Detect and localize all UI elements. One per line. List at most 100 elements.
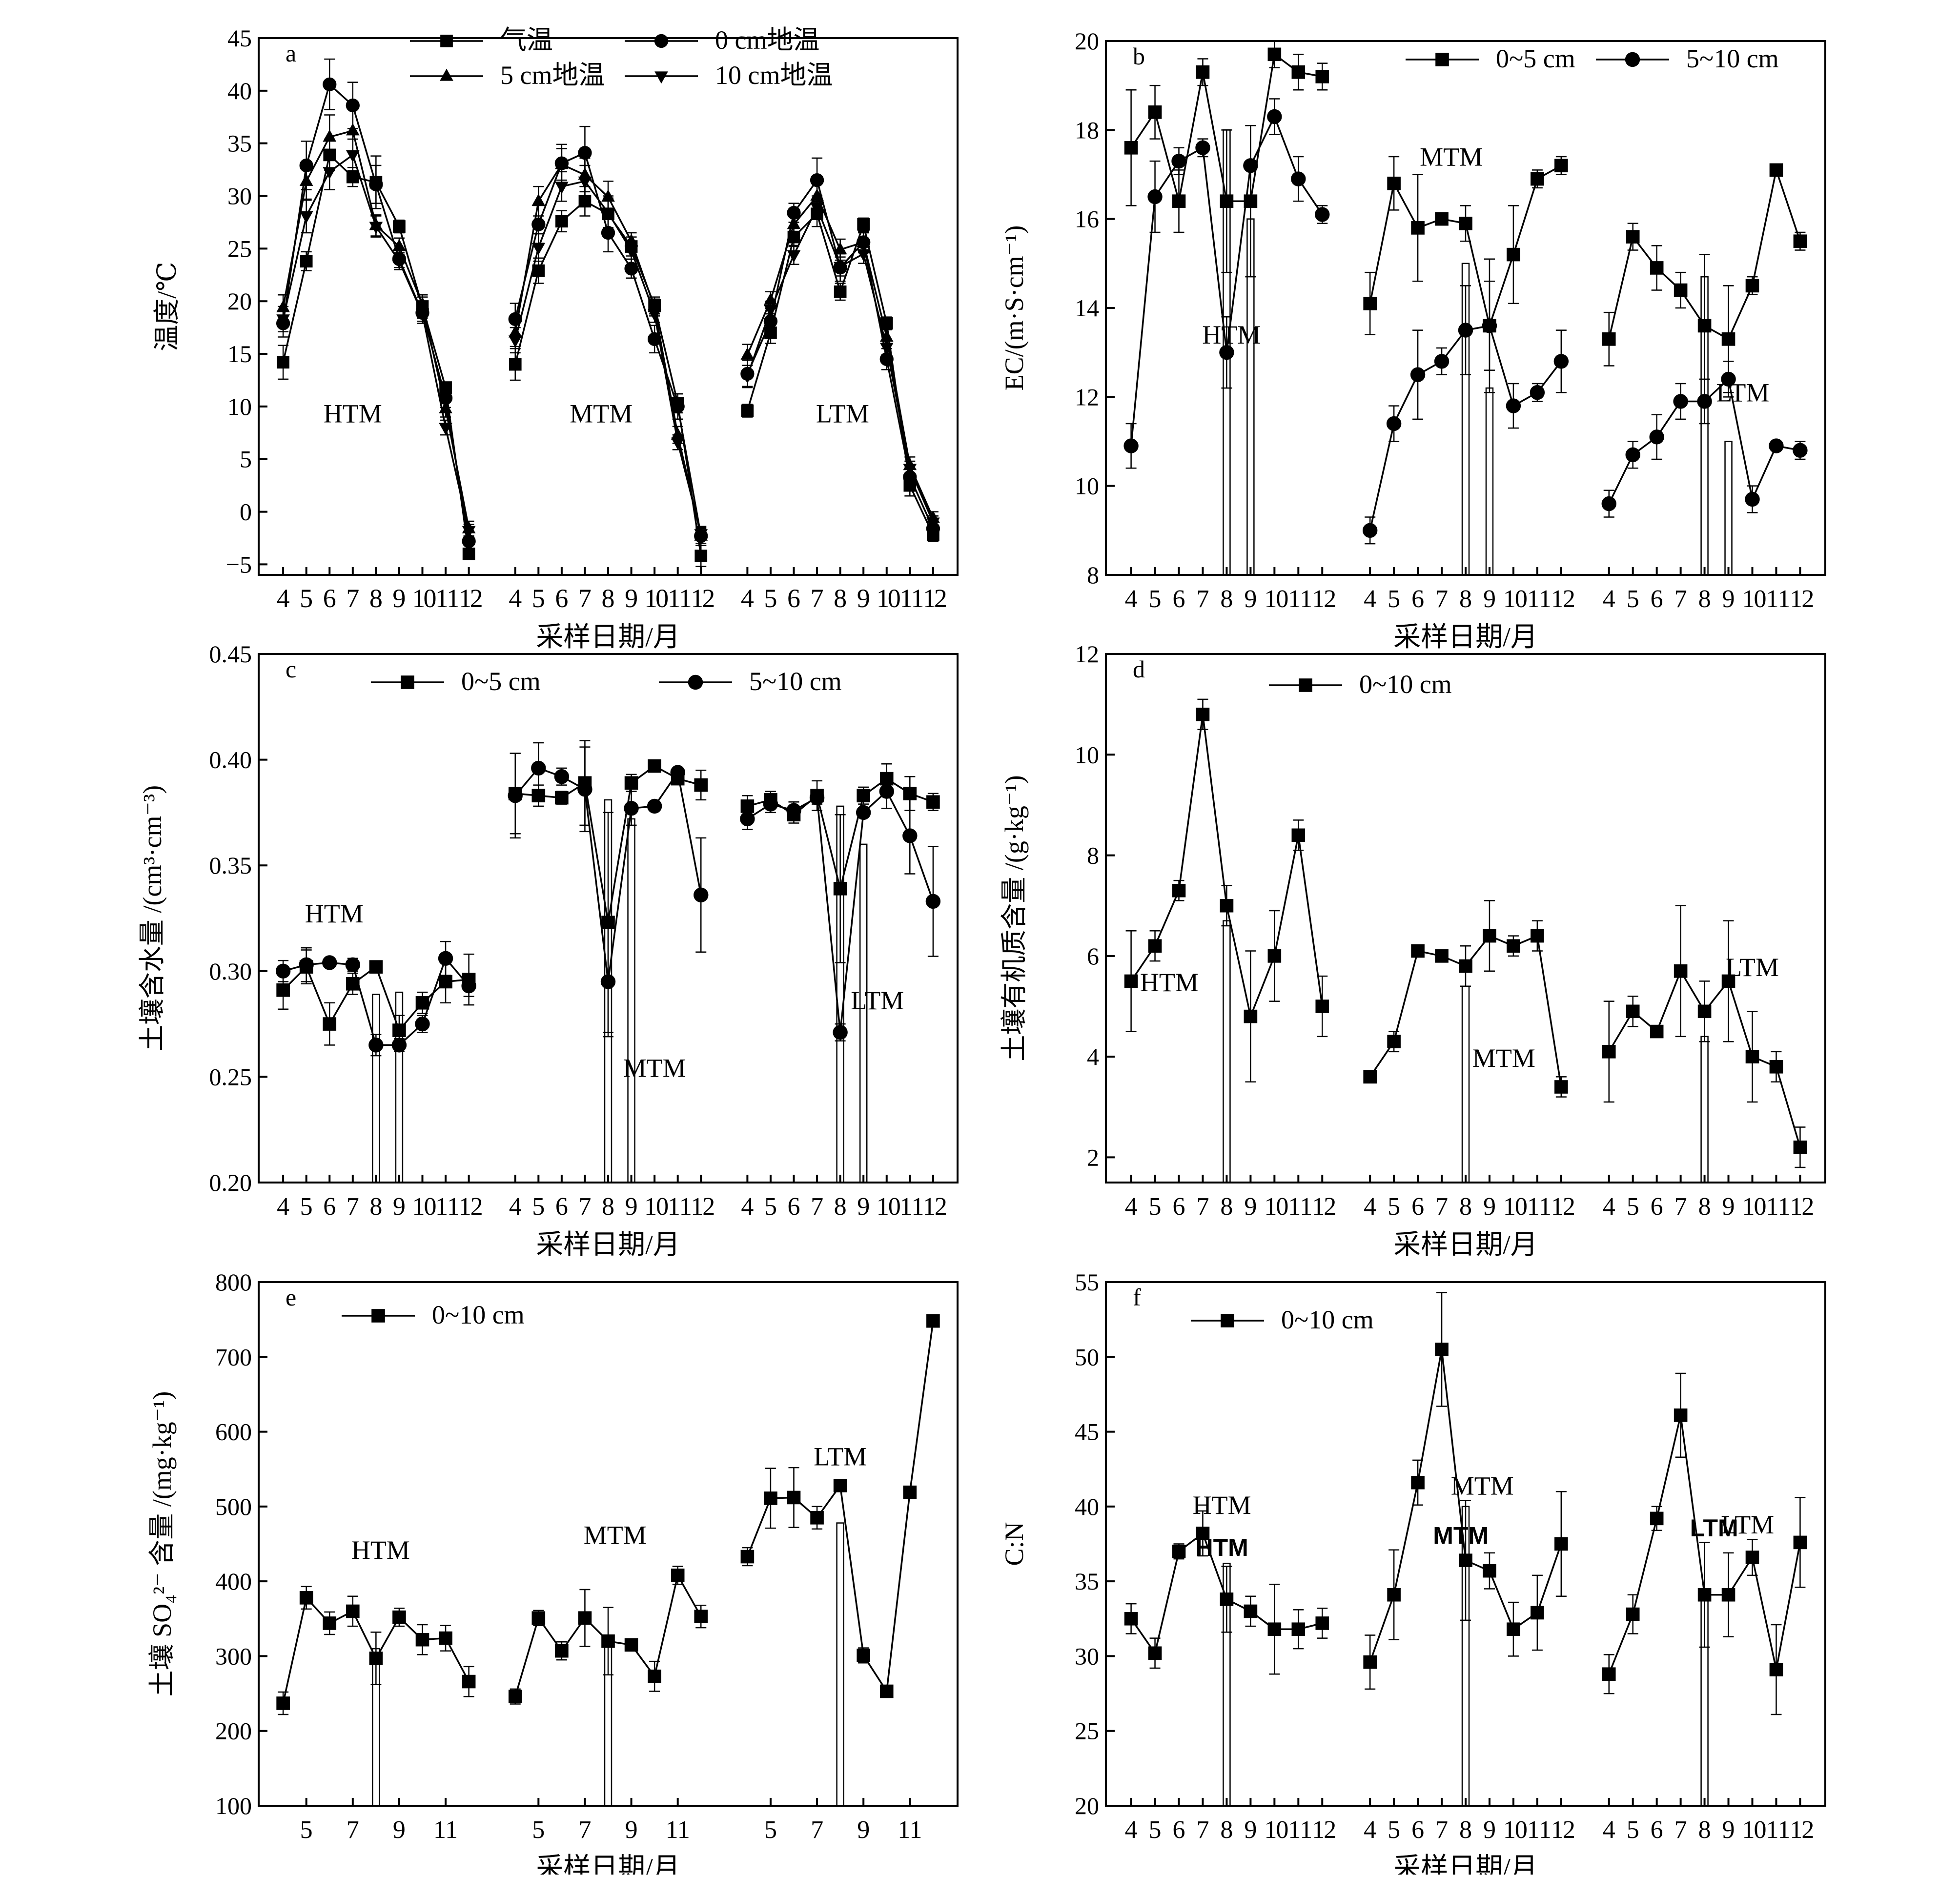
data-point: [531, 193, 546, 206]
x-tick-label: 4: [741, 584, 754, 613]
data-point: [601, 208, 615, 221]
x-tick-label: 7: [578, 584, 592, 613]
x-tick-label: 10: [412, 1193, 436, 1221]
data-point: [1793, 1535, 1807, 1550]
y-tick-label: 25: [227, 235, 252, 262]
data-point: [1697, 394, 1712, 409]
data-point: [1172, 194, 1186, 208]
data-point: [323, 129, 337, 142]
data-point: [1506, 398, 1521, 413]
x-tick-label: 8: [1459, 1193, 1472, 1221]
x-tick-label: 10: [1742, 585, 1766, 613]
data-point: [1793, 443, 1808, 458]
data-point: [903, 1485, 917, 1499]
data-point: [1650, 1511, 1664, 1526]
x-tick-label: 5: [1388, 1193, 1400, 1221]
data-point: [531, 243, 546, 255]
x-tick-label: 7: [811, 584, 824, 613]
data-point: [323, 1017, 337, 1031]
x-tick-label: 6: [1173, 585, 1185, 613]
data-point: [1793, 234, 1807, 248]
x-tick-label: 4: [509, 584, 522, 613]
data-point: [323, 77, 337, 92]
x-tick-label: 11: [899, 1193, 924, 1221]
series-line: [282, 153, 470, 531]
x-tick-label: 8: [1698, 1193, 1711, 1221]
x-tick-label: 7: [347, 1193, 359, 1221]
data-point: [810, 203, 824, 215]
data-point: [369, 960, 383, 974]
data-point: [1459, 1553, 1472, 1568]
data-point: [1148, 1646, 1162, 1660]
data-point: [276, 983, 290, 997]
y-tick-label: 45: [227, 24, 252, 52]
data-point: [1196, 65, 1210, 79]
x-tick-label: 12: [1790, 585, 1814, 613]
x-tick-label: 8: [1459, 585, 1472, 613]
x-tick-label: 4: [1603, 1816, 1615, 1844]
legend-c: 0~5 cm 5~10 cm: [371, 667, 842, 696]
x-tick-label: 10: [877, 584, 901, 613]
y-tick-label: 45: [1075, 1418, 1099, 1446]
x-tick-label: 10: [1503, 1816, 1528, 1844]
data-point: [648, 309, 661, 322]
legend-marker: [654, 71, 668, 84]
chart-panel-e: e 100 200 300 400 500 600 700 800 土壤 SO₄²⁻ 含量 /(m…: [147, 1268, 959, 1877]
data-point: [1435, 212, 1449, 226]
group-label: MTM: [623, 1053, 686, 1082]
x-tick-label: 11: [1766, 1193, 1790, 1221]
data-point: [1745, 279, 1759, 293]
x-tick-label: 5: [764, 584, 777, 613]
data-point: [392, 239, 406, 251]
y-tick-label: 10: [1075, 741, 1099, 768]
data-point: [1531, 929, 1544, 943]
data-point: [1697, 1004, 1712, 1019]
data-point: [1124, 141, 1138, 155]
data-point: [833, 1479, 847, 1492]
y-tick-label: 18: [1075, 116, 1099, 143]
data-point: [462, 526, 476, 538]
x-tick-label: 11: [1766, 1816, 1790, 1844]
data-point: [555, 1644, 569, 1658]
y-tick-label: 30: [227, 183, 252, 210]
data-point: [1459, 216, 1472, 230]
y-tick-label: 600: [215, 1418, 252, 1446]
data-point: [1625, 447, 1640, 463]
y-tick-label: 2: [1087, 1143, 1099, 1171]
data-point: [1315, 207, 1330, 222]
x-tick-label: 6: [555, 1193, 568, 1221]
group-label: MTM: [1420, 142, 1483, 171]
x-tick-label: 9: [1722, 1816, 1735, 1844]
data-point: [1267, 47, 1282, 61]
data-point: [1291, 1622, 1306, 1636]
x-tick-label: 9: [1483, 585, 1496, 613]
data-point: [1459, 959, 1472, 973]
x-tick-label: 8: [602, 584, 615, 613]
data-point: [299, 957, 314, 973]
x-tick-label: 9: [857, 584, 870, 613]
x-tick-label: 5: [1388, 1816, 1400, 1844]
x-tick-label: 6: [555, 584, 568, 613]
data-point: [1291, 828, 1306, 842]
x-tick-label: 8: [1698, 1816, 1711, 1844]
data-point: [555, 157, 569, 169]
data-point: [1769, 438, 1784, 453]
data-point: [1148, 939, 1162, 953]
data-point: [1626, 230, 1640, 244]
vertical-bar: [1700, 1036, 1709, 1183]
data-point: [1435, 1343, 1449, 1356]
x-tick-label: 5: [1149, 1816, 1162, 1844]
y-tick-label: 0.45: [209, 640, 252, 668]
data-point: [508, 1690, 522, 1704]
group-label: HTM: [305, 899, 364, 928]
data-point: [369, 222, 383, 234]
data-point: [1554, 1537, 1568, 1551]
plot-frame: [258, 37, 959, 576]
data-point: [1434, 354, 1450, 369]
data-point: [740, 1550, 755, 1564]
x-tick-label: 8: [834, 584, 847, 613]
x-tick-label: 9: [625, 1193, 638, 1221]
x-axis-label: 采样日期/月: [536, 1853, 680, 1875]
